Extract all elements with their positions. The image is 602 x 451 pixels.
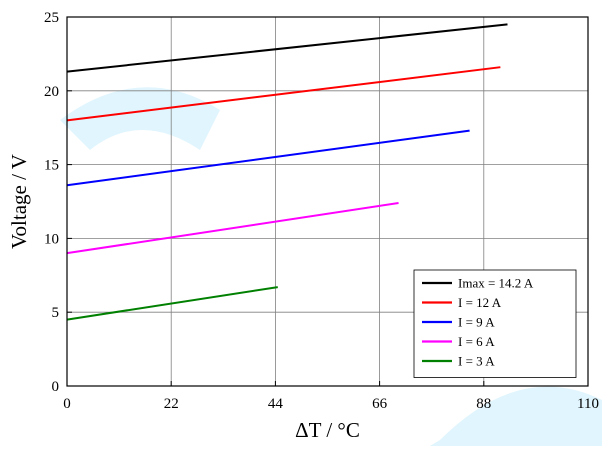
series-lines xyxy=(66,23,508,321)
x-tick-label: 88 xyxy=(476,396,491,412)
legend: Imax = 14.2 A I = 12 A I = 9 A I = 6 A I = 3… xyxy=(413,269,577,378)
legend-label: I = 9 A xyxy=(458,315,495,330)
series-line-3 xyxy=(66,129,470,187)
x-tick-label: 110 xyxy=(577,396,599,412)
series-line-2 xyxy=(66,66,501,122)
y-tick-label: 25 xyxy=(44,10,59,26)
axis-ticks: 0 22 44 66 88 110 0 5 10 15 20 25 xyxy=(44,10,599,412)
plot-frame xyxy=(66,16,589,387)
y-tick-label: 20 xyxy=(44,84,59,100)
x-tick-label: 0 xyxy=(63,396,71,412)
y-tick-label: 0 xyxy=(52,379,60,395)
x-axis-title: ΔT / °C xyxy=(295,418,360,442)
y-tick-label: 5 xyxy=(52,305,60,321)
y-tick-label: 10 xyxy=(44,231,59,247)
watermark xyxy=(60,87,602,446)
y-tick-label: 15 xyxy=(44,158,59,174)
y-axis-title: Voltage / V xyxy=(7,154,31,249)
x-tick-label: 66 xyxy=(372,396,388,412)
series-line-5 xyxy=(66,286,278,321)
grid-lines xyxy=(67,17,588,386)
legend-label: I = 6 A xyxy=(458,334,495,349)
legend-label: I = 3 A xyxy=(458,354,495,369)
x-tick-label: 44 xyxy=(268,396,284,412)
legend-label: Imax = 14.2 A xyxy=(458,276,534,291)
x-tick-label: 22 xyxy=(164,396,179,412)
legend-label: I = 12 A xyxy=(458,295,502,310)
legend-box xyxy=(413,269,577,378)
series-line-4 xyxy=(66,201,399,255)
series-line-1 xyxy=(66,23,508,73)
